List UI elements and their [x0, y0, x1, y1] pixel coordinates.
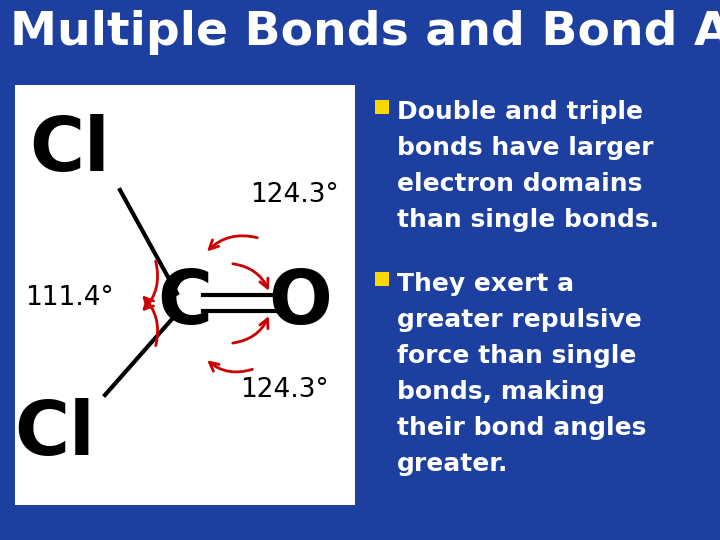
Text: greater.: greater. [397, 452, 508, 476]
Text: Multiple Bonds and Bond Angles: Multiple Bonds and Bond Angles [10, 10, 720, 55]
Text: 124.3°: 124.3° [250, 182, 338, 208]
Text: force than single: force than single [397, 344, 636, 368]
Text: their bond angles: their bond angles [397, 416, 647, 440]
Bar [375, 272, 389, 286]
Text: 111.4°: 111.4° [25, 286, 114, 312]
Text: greater repulsive: greater repulsive [397, 308, 642, 332]
Text: C: C [158, 267, 212, 340]
Bar [375, 100, 389, 114]
Text: They exert a: They exert a [397, 272, 574, 296]
Text: electron domains: electron domains [397, 172, 642, 196]
Text: bonds, making: bonds, making [397, 380, 605, 404]
Text: 124.3°: 124.3° [240, 377, 328, 403]
Text: O: O [268, 267, 332, 340]
Text: Double and triple: Double and triple [397, 100, 643, 124]
Text: Cl: Cl [30, 113, 110, 186]
Text: than single bonds.: than single bonds. [397, 208, 659, 232]
Bar [15, 85, 355, 505]
Text: bonds have larger: bonds have larger [397, 136, 654, 160]
Text: Cl: Cl [14, 399, 95, 471]
